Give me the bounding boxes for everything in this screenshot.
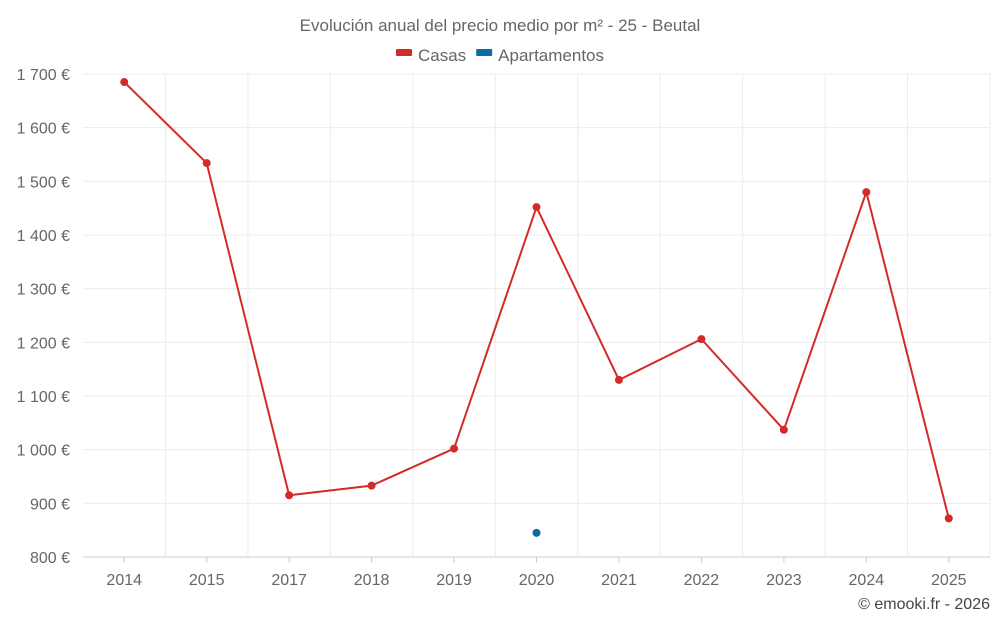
legend-item-casas[interactable]: Casas <box>395 46 466 65</box>
x-tick-label: 2019 <box>436 572 472 589</box>
data-point-casas[interactable] <box>614 375 623 384</box>
data-point-casas[interactable] <box>862 188 871 197</box>
data-point-casas[interactable] <box>285 491 294 500</box>
x-tick-label: 2017 <box>271 572 307 589</box>
series <box>120 78 953 537</box>
legend-label: Apartamentos <box>498 46 604 65</box>
y-tick-label: 900 € <box>30 496 70 513</box>
y-tick-label: 800 € <box>30 550 70 567</box>
legend: Casas Apartamentos <box>395 46 604 65</box>
chart-title: Evolución anual del precio medio por m² … <box>300 16 701 35</box>
x-tick-label: 2020 <box>519 572 555 589</box>
x-tick-label: 2024 <box>849 572 885 589</box>
x-tick-label: 2015 <box>189 572 225 589</box>
axes: 800 € 900 € 1 000 € 1 100 € 1 200 € 1 300 € 1 … <box>17 67 990 589</box>
data-point-casas[interactable] <box>202 159 211 168</box>
legend-label: Casas <box>418 46 466 65</box>
y-tick-label: 1 400 € <box>17 228 70 245</box>
legend-swatch <box>395 49 412 56</box>
x-tick-label: 2014 <box>106 572 142 589</box>
x-tick-label: 2023 <box>766 572 802 589</box>
y-tick-label: 1 600 € <box>17 121 70 138</box>
y-tick-label: 1 000 € <box>17 443 70 460</box>
data-point-casas[interactable] <box>532 203 541 212</box>
data-point-casas[interactable] <box>697 335 706 344</box>
y-tick-label: 1 200 € <box>17 335 70 352</box>
data-point-casas[interactable] <box>944 514 953 523</box>
x-tick-label: 2022 <box>684 572 720 589</box>
data-point-casas[interactable] <box>450 444 459 453</box>
grid <box>83 73 991 557</box>
y-tick-label: 1 100 € <box>17 389 70 406</box>
data-point-casas[interactable] <box>779 425 788 434</box>
y-tick-label: 1 700 € <box>17 67 70 84</box>
y-tick-label: 1 500 € <box>17 174 70 191</box>
x-tick-label: 2025 <box>931 572 967 589</box>
data-point-apartamentos[interactable] <box>532 528 541 537</box>
x-tick-label: 2018 <box>354 572 390 589</box>
legend-swatch <box>476 49 493 56</box>
data-point-casas[interactable] <box>367 481 376 490</box>
data-point-casas[interactable] <box>120 78 129 87</box>
legend-item-apartamentos[interactable]: Apartamentos <box>476 46 604 65</box>
y-tick-label: 1 300 € <box>17 282 70 299</box>
credit-text: © emooki.fr - 2026 <box>858 596 990 613</box>
x-tick-label: 2021 <box>601 572 637 589</box>
